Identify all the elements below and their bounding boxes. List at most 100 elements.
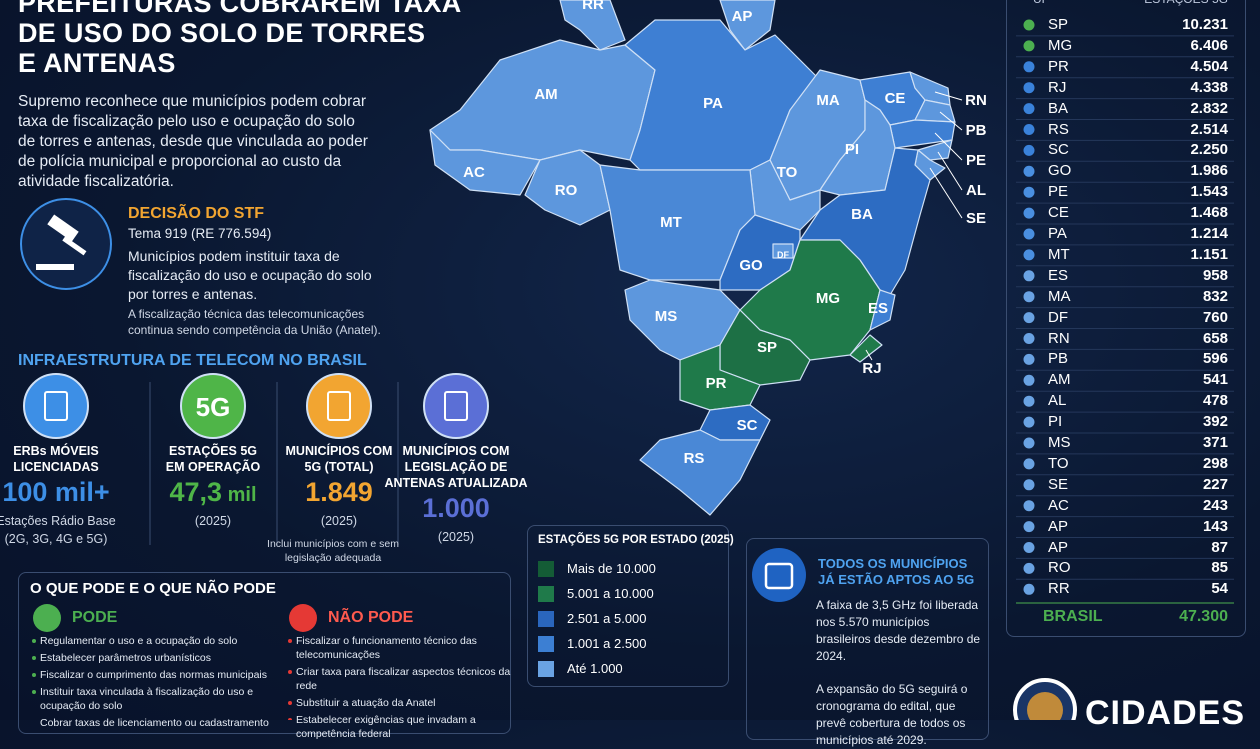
row-dot [1023, 144, 1035, 156]
row-uf: BA [1048, 99, 1069, 117]
state-shape [524, 149, 611, 226]
infra-icon-text: 5G [196, 392, 231, 422]
row-dot [1023, 270, 1035, 282]
state-label: RJ [862, 360, 881, 377]
intro-line: de torres e antenas, desde que vinculada… [18, 133, 368, 150]
infra-footnote: Inclui municípios com e sem [267, 538, 399, 550]
rule-item: Substituir a atuação da Anatel [296, 697, 436, 709]
infra-label: ESTAÇÕES 5G [169, 444, 257, 458]
row-uf: AM [1048, 371, 1071, 389]
callout-line [939, 111, 963, 131]
row-value: 4.504 [1190, 57, 1228, 75]
row-dot [1023, 562, 1035, 574]
row-dot [1023, 458, 1035, 470]
state-label: PR [706, 375, 727, 392]
row-value: 832 [1202, 287, 1228, 305]
total-label: BRASIL [1043, 608, 1103, 625]
row-uf: SE [1048, 475, 1069, 493]
state-label: MA [816, 92, 839, 109]
state-label: SC [737, 417, 758, 434]
infra-detail: (2025) [194, 514, 232, 528]
row-value: 298 [1202, 454, 1228, 472]
decision-body: fiscalização do uso e ocupação do solo [128, 267, 372, 283]
infra-value: 47,3 mil [169, 477, 257, 507]
decision-note: continua sendo competência da União (Ana… [128, 323, 381, 337]
row-dot [1023, 186, 1035, 198]
state-label: SP [757, 339, 777, 356]
infra-footnote: legislação adequada [284, 552, 382, 564]
row-uf: MA [1048, 287, 1071, 305]
rule-title: PODE [72, 609, 118, 626]
state-label: PE [966, 152, 986, 169]
row-value: 371 [1202, 434, 1228, 451]
infra-icon [23, 373, 89, 439]
row-uf: RS [1048, 120, 1069, 138]
row-value: 87 [1211, 538, 1228, 556]
state-label: PI [845, 141, 859, 158]
gavel-base [36, 264, 74, 270]
row-dot [1023, 228, 1035, 240]
row-dot [1023, 19, 1035, 31]
rule-title: NÃO PODE [328, 609, 414, 626]
title-line: PREFEITURAS COBRAREM TAXA [18, 0, 462, 18]
bullet [32, 656, 36, 660]
callout-line [929, 167, 963, 219]
card-title: TODOS OS MUNICÍPIOS [818, 556, 968, 571]
row-uf: RR [1048, 580, 1070, 598]
infra-icon-glyph [444, 391, 468, 421]
row-value: 658 [1202, 329, 1228, 347]
logo-land [1027, 692, 1063, 720]
state-label: RN [965, 92, 987, 109]
decision-heading: DECISÃO DO STF [128, 205, 265, 222]
row-value: 958 [1202, 266, 1228, 284]
bullet [288, 639, 292, 643]
state-label: CE [885, 90, 906, 107]
row-uf: ES [1048, 266, 1069, 284]
state-label: TO [777, 164, 798, 181]
row-uf: AP [1048, 538, 1069, 556]
row-uf: MG [1048, 36, 1073, 54]
calendar [764, 562, 794, 590]
infra-icon-glyph [327, 391, 351, 421]
decision-body: Municípios podem instituir taxa de [128, 248, 340, 264]
row-dot [1023, 479, 1035, 491]
row-value: 10.231 [1182, 16, 1228, 33]
infra-icon [423, 373, 489, 439]
intro-line: Supremo reconhece que municípios podem c… [18, 93, 367, 110]
row-uf: AP [1048, 517, 1069, 535]
row-uf: AC [1048, 496, 1069, 514]
state-label: ES [868, 300, 888, 317]
infra-label: LICENCIADAS [13, 460, 99, 474]
legend-swatch [538, 586, 554, 602]
state-label: MG [816, 290, 840, 307]
state-shape [772, 243, 794, 259]
row-dot [1023, 395, 1035, 407]
row-uf: MT [1048, 245, 1070, 263]
legend-swatch [538, 611, 554, 627]
row-uf: DF [1048, 308, 1068, 326]
row-dot [1023, 312, 1035, 324]
row-value: 1.214 [1190, 225, 1228, 242]
infra-value: 1.849 [305, 477, 373, 507]
infra-label: MUNICÍPIOS COM [285, 444, 393, 458]
infra-detail: (2025) [320, 514, 358, 528]
infra-label: ERBs MÓVEIS [13, 444, 99, 458]
row-dot [1023, 542, 1035, 553]
infra-heading: INFRAESTRUTURA DE TELECOM NO BRASIL [18, 352, 367, 369]
state-label: BA [851, 206, 873, 223]
title-line: DE USO DO SOLO DE TORRES [18, 18, 426, 48]
row-dot [1023, 437, 1035, 449]
row-value: 1.151 [1190, 245, 1228, 263]
infra-detail: (2025) [437, 530, 475, 544]
logo-text: CIDADES [1085, 694, 1246, 732]
state-label: AC [463, 164, 485, 181]
row-value: 2.514 [1190, 120, 1228, 138]
row-uf: PA [1048, 225, 1067, 242]
row-dot [1023, 165, 1035, 177]
decision-note: A fiscalização técnica das telecomunicaç… [128, 307, 365, 321]
infra-label: 5G (TOTAL) [304, 460, 374, 474]
infra-label: LEGISLAÇÃO DE [404, 460, 508, 474]
table-box [1006, 0, 1246, 637]
legend-label: 2.501 a 5.000 [567, 611, 647, 626]
state-shape [849, 334, 883, 363]
